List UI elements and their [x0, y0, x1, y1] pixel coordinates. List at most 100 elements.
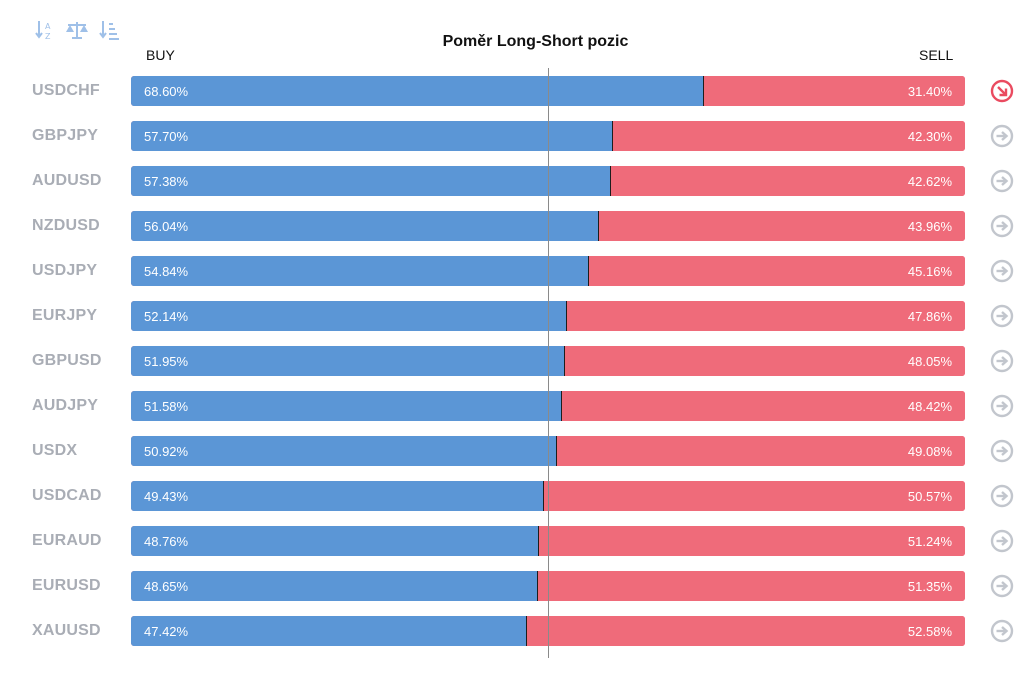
- ratio-divider: [566, 301, 567, 331]
- sell-segment: [566, 301, 965, 331]
- sell-segment: [543, 481, 965, 511]
- sell-percent: 51.35%: [907, 579, 952, 594]
- pair-label[interactable]: USDCHF: [32, 82, 100, 99]
- arrow-right-icon[interactable]: [990, 439, 1014, 463]
- sell-segment: [703, 76, 965, 106]
- buy-percent: 56.04%: [144, 219, 189, 234]
- pair-label[interactable]: EURJPY: [32, 307, 98, 324]
- arrow-right-icon[interactable]: [990, 484, 1014, 508]
- ratio-divider: [564, 346, 565, 376]
- table-row: XAUUSD 47.42% 52.58%: [0, 616, 1031, 646]
- sell-segment: [561, 391, 965, 421]
- pair-label[interactable]: GBPUSD: [32, 352, 102, 369]
- sell-percent: 42.62%: [907, 174, 952, 189]
- sort-amount-icon[interactable]: [96, 17, 122, 43]
- pair-label[interactable]: USDX: [32, 442, 78, 459]
- sell-percent: 49.08%: [907, 444, 952, 459]
- arrow-down-right-icon[interactable]: [990, 79, 1014, 103]
- sell-segment: [564, 346, 965, 376]
- sell-label: SELL: [919, 47, 954, 63]
- pair-label[interactable]: XAUUSD: [32, 622, 101, 639]
- center-line: [548, 68, 549, 658]
- sell-segment: [537, 571, 965, 601]
- buy-segment: [131, 121, 612, 151]
- table-row: USDJPY 54.84% 45.16%: [0, 256, 1031, 286]
- buy-segment: [131, 526, 538, 556]
- arrow-right-icon[interactable]: [990, 304, 1014, 328]
- table-row: AUDJPY 51.58% 48.42%: [0, 391, 1031, 421]
- pair-label[interactable]: AUDUSD: [32, 172, 102, 189]
- ratio-divider: [537, 571, 538, 601]
- buy-segment: [131, 346, 564, 376]
- table-row: GBPJPY 57.70% 42.30%: [0, 121, 1031, 151]
- arrow-right-icon[interactable]: [990, 529, 1014, 553]
- arrow-right-icon[interactable]: [990, 574, 1014, 598]
- pair-label[interactable]: AUDJPY: [32, 397, 99, 414]
- sell-percent: 43.96%: [907, 219, 952, 234]
- sell-segment: [610, 166, 965, 196]
- ratio-divider: [598, 211, 599, 241]
- table-row: NZDUSD 56.04% 43.96%: [0, 211, 1031, 241]
- sell-percent: 50.57%: [907, 489, 952, 504]
- sell-segment: [556, 436, 965, 466]
- table-row: EURAUD 48.76% 51.24%: [0, 526, 1031, 556]
- sell-percent: 47.86%: [907, 309, 952, 324]
- buy-percent: 47.42%: [144, 624, 189, 639]
- buy-percent: 48.76%: [144, 534, 189, 549]
- table-row: EURUSD 48.65% 51.35%: [0, 571, 1031, 601]
- arrow-right-icon[interactable]: [990, 124, 1014, 148]
- table-row: AUDUSD 57.38% 42.62%: [0, 166, 1031, 196]
- sell-percent: 31.40%: [907, 84, 952, 99]
- balance-scale-icon[interactable]: [64, 17, 90, 43]
- ratio-divider: [526, 616, 527, 646]
- sell-percent: 48.05%: [907, 354, 952, 369]
- pair-label[interactable]: EURUSD: [32, 577, 101, 594]
- arrow-right-icon[interactable]: [990, 349, 1014, 373]
- sell-segment: [598, 211, 965, 241]
- buy-segment: [131, 211, 598, 241]
- pair-label[interactable]: USDJPY: [32, 262, 98, 279]
- buy-segment: [131, 616, 526, 646]
- arrow-right-icon[interactable]: [990, 259, 1014, 283]
- sort-alpha-icon[interactable]: A Z: [32, 17, 58, 43]
- pair-label[interactable]: USDCAD: [32, 487, 102, 504]
- buy-segment: [131, 301, 566, 331]
- ratio-divider: [612, 121, 613, 151]
- ratio-divider: [543, 481, 544, 511]
- buy-segment: [131, 436, 556, 466]
- table-row: EURJPY 52.14% 47.86%: [0, 301, 1031, 331]
- buy-percent: 49.43%: [144, 489, 189, 504]
- arrow-right-icon[interactable]: [990, 169, 1014, 193]
- svg-text:Z: Z: [45, 32, 51, 41]
- ratio-divider: [538, 526, 539, 556]
- pair-label[interactable]: NZDUSD: [32, 217, 100, 234]
- buy-segment: [131, 391, 561, 421]
- toolbar: A Z: [32, 17, 122, 43]
- sell-percent: 51.24%: [907, 534, 952, 549]
- ratio-divider: [610, 166, 611, 196]
- ratio-bar: 48.65% 51.35%: [131, 571, 965, 601]
- ratio-bar: 54.84% 45.16%: [131, 256, 965, 286]
- sell-percent: 48.42%: [907, 399, 952, 414]
- pair-label[interactable]: EURAUD: [32, 532, 102, 549]
- sell-segment: [526, 616, 965, 646]
- buy-segment: [131, 166, 610, 196]
- table-row: USDCAD 49.43% 50.57%: [0, 481, 1031, 511]
- buy-percent: 51.58%: [144, 399, 189, 414]
- ratio-divider: [561, 391, 562, 421]
- table-row: USDX 50.92% 49.08%: [0, 436, 1031, 466]
- pair-label[interactable]: GBPJPY: [32, 127, 99, 144]
- buy-percent: 68.60%: [144, 84, 189, 99]
- table-row: USDCHF 68.60% 31.40%: [0, 76, 1031, 106]
- buy-percent: 57.38%: [144, 174, 189, 189]
- buy-label: BUY: [146, 47, 175, 63]
- ratio-divider: [703, 76, 704, 106]
- arrow-right-icon[interactable]: [990, 214, 1014, 238]
- chart-title: Poměr Long-Short pozic: [442, 33, 629, 50]
- sell-percent: 52.58%: [907, 624, 952, 639]
- buy-percent: 52.14%: [144, 309, 189, 324]
- arrow-right-icon[interactable]: [990, 619, 1014, 643]
- sell-segment: [538, 526, 965, 556]
- buy-segment: [131, 571, 537, 601]
- arrow-right-icon[interactable]: [990, 394, 1014, 418]
